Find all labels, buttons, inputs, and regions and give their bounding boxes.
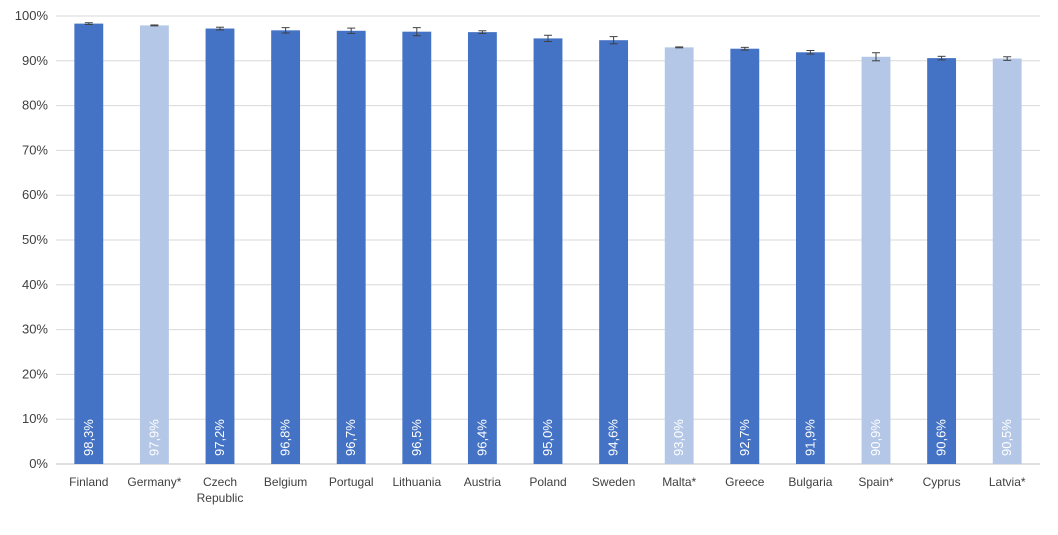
data-label: 90,9% (868, 419, 883, 456)
y-tick-label: 70% (22, 142, 48, 157)
x-tick-label: Czech Republic (197, 475, 244, 505)
data-label: 97,9% (146, 419, 161, 456)
data-label: 92,7% (737, 419, 752, 456)
bars (74, 23, 1022, 465)
data-label: 96,4% (474, 419, 489, 456)
data-label: 90,6% (934, 419, 949, 456)
y-tick-label: 90% (22, 53, 48, 68)
bar (795, 52, 825, 465)
x-tick-label: Finland (69, 475, 108, 489)
x-tick-label: Germany* (127, 475, 181, 489)
data-label: 91,9% (802, 419, 817, 456)
error-bars (84, 22, 1012, 62)
bar (927, 58, 957, 464)
x-tick-label: Spain* (858, 475, 894, 489)
bar (861, 56, 891, 464)
y-tick-label: 30% (22, 322, 48, 337)
y-tick-label: 0% (29, 456, 48, 471)
data-label: 96,8% (278, 419, 293, 456)
bar (402, 31, 432, 465)
bar (992, 58, 1022, 465)
x-tick-label: Sweden (592, 475, 635, 489)
data-label: 98,3% (81, 419, 96, 456)
y-tick-label: 60% (22, 187, 48, 202)
bar (74, 23, 104, 465)
bar (336, 30, 366, 465)
x-tick-label: Portugal (329, 475, 374, 489)
x-tick-label: Latvia* (989, 475, 1026, 489)
data-label: 93,0% (671, 419, 686, 456)
bar (205, 28, 235, 464)
data-label: 94,6% (606, 419, 621, 456)
bar (139, 25, 169, 465)
x-tick-label: Belgium (264, 475, 307, 489)
x-tick-label: Bulgaria (788, 475, 832, 489)
bar (271, 30, 301, 465)
x-tick-label: Lithuania (392, 475, 441, 489)
y-tick-label: 100% (15, 8, 49, 23)
x-tick-label: Cyprus (923, 475, 961, 489)
data-label: 97,2% (212, 419, 227, 456)
y-axis: 0% 10% 20% 30% 40% 50% 60% 70% 80% 90% 100% (15, 8, 49, 471)
x-tick-label: Malta* (662, 475, 696, 489)
y-tick-label: 20% (22, 366, 48, 381)
y-tick-label: 80% (22, 98, 48, 113)
y-tick-label: 50% (22, 232, 48, 247)
data-label: 96,5% (409, 419, 424, 456)
x-axis: Finland Germany* Czech Republic Belgium Portu… (69, 475, 1026, 505)
data-label: 95,0% (540, 419, 555, 456)
bar (599, 40, 629, 464)
y-tick-label: 40% (22, 277, 48, 292)
x-tick-label: Greece (725, 475, 765, 489)
x-tick-label: Poland (529, 475, 566, 489)
bar (533, 38, 563, 465)
value-labels: 98,3% 97,9% 97,2% 96,8% 96,7% 96,5% 96,4% 95,0%… (81, 419, 1014, 456)
bar (467, 32, 497, 465)
y-tick-label: 10% (22, 411, 48, 426)
data-label: 96,7% (343, 419, 358, 456)
data-label: 90,5% (999, 419, 1014, 456)
bar (664, 47, 694, 465)
x-tick-label: Austria (464, 475, 502, 489)
bar (730, 48, 760, 464)
